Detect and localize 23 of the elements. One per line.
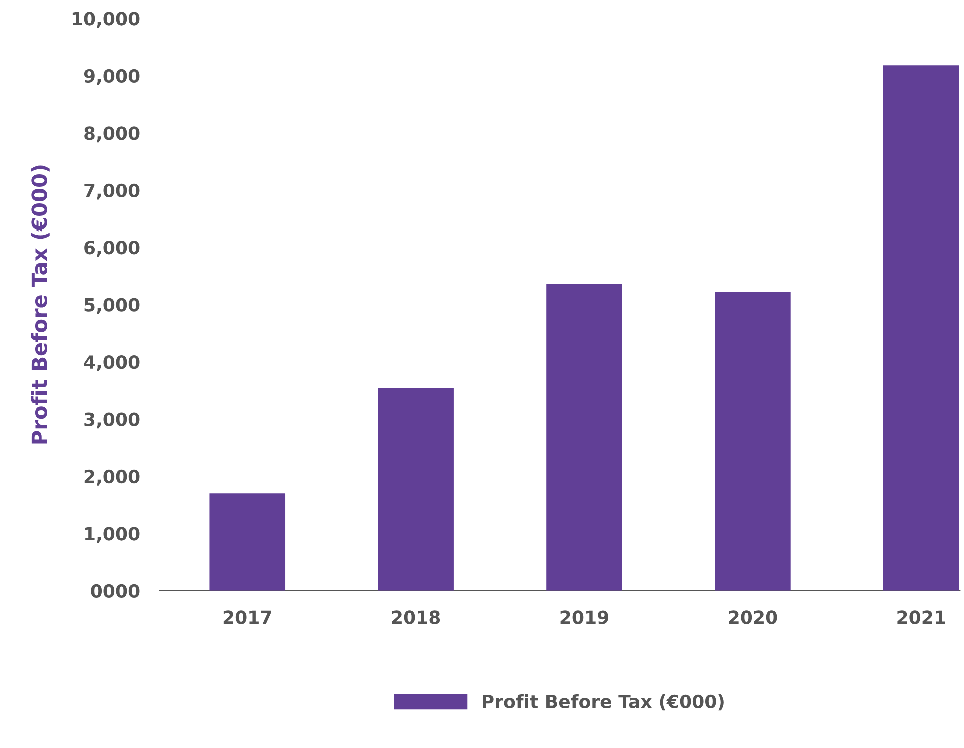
y-tick-label: 7,000 (84, 184, 140, 200)
legend-label: Profit Before Tax (€000) (483, 694, 724, 711)
y-tick-label: 6,000 (84, 241, 140, 258)
y-tick-label: 9,000 (84, 69, 140, 86)
y-tick-label: 0000 (91, 584, 140, 598)
y-tick-label: 10,000 (72, 12, 140, 28)
y-tick-label: 5,000 (84, 298, 140, 314)
x-tick-label: 2018 (392, 610, 440, 624)
y-tick-label: 1,000 (86, 527, 140, 544)
y-axis-title: Profit Before Tax (€000) (31, 166, 50, 444)
x-tick-label: 2021 (898, 610, 946, 624)
y-tick-label: 4,000 (84, 355, 140, 372)
x-tick-label: 2019 (560, 610, 608, 624)
x-tick-label: 2017 (224, 610, 272, 624)
y-tick-label: 2,000 (84, 470, 140, 486)
y-tick-label: 8,000 (84, 126, 140, 143)
y-tick-label: 3,000 (84, 412, 140, 429)
bar (378, 388, 454, 591)
bar (884, 66, 960, 591)
bar (546, 284, 622, 591)
bar (210, 494, 286, 591)
bar (715, 292, 791, 591)
x-tick-label: 2020 (729, 610, 778, 624)
